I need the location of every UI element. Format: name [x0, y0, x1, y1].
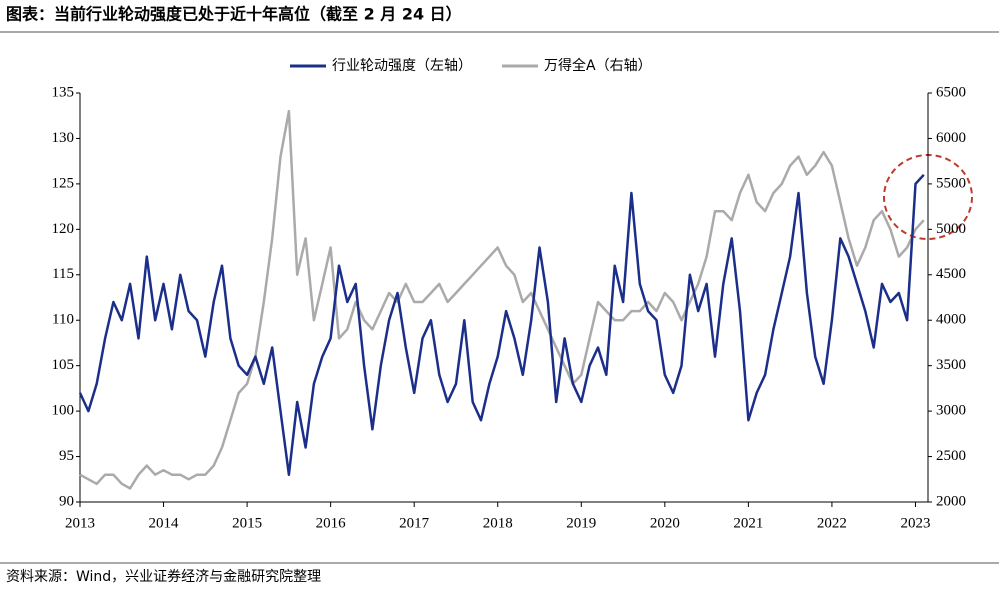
- y-tick-label: 130: [52, 130, 75, 146]
- y2-tick-label: 5500: [936, 175, 966, 191]
- y-tick-label: 135: [52, 84, 75, 100]
- y2-tick-label: 3000: [936, 403, 966, 419]
- y-tick-label: 90: [59, 493, 74, 509]
- series-line: [79, 109, 925, 490]
- y-tick-label: 120: [52, 221, 75, 237]
- y-tick-label: 125: [52, 175, 75, 191]
- y2-tick-label: 6000: [936, 130, 966, 146]
- x-tick-label: 2023: [900, 515, 930, 531]
- y-tick-label: 105: [52, 357, 75, 373]
- legend-label: 万得全A（右轴）: [544, 57, 652, 74]
- y-tick-label: 115: [52, 266, 74, 282]
- x-tick-label: 2015: [232, 515, 262, 531]
- y2-tick-label: 2500: [936, 448, 966, 464]
- y2-tick-label: 5000: [936, 221, 966, 237]
- x-tick-label: 2022: [817, 515, 847, 531]
- y-tick-label: 110: [52, 312, 74, 328]
- x-tick-label: 2014: [149, 515, 180, 531]
- y2-tick-label: 3500: [936, 357, 966, 373]
- y-tick-label: 95: [59, 448, 74, 464]
- y2-tick-label: 2000: [936, 493, 966, 509]
- x-tick-label: 2016: [316, 515, 347, 531]
- source: 资料来源：Wind，兴业证券经济与金融研究院整理: [6, 569, 321, 585]
- x-tick-label: 2019: [566, 515, 596, 531]
- legend-label: 行业轮动强度（左轴）: [332, 58, 472, 74]
- x-tick-label: 2021: [733, 515, 763, 531]
- x-tick-label: 2018: [483, 515, 513, 531]
- y-tick-label: 100: [52, 403, 75, 419]
- x-tick-label: 2017: [399, 515, 430, 531]
- x-tick-label: 2013: [65, 515, 95, 531]
- chart-title: 图表：当前行业轮动强度已处于近十年高位（截至 2 月 24 日）: [6, 5, 462, 24]
- x-tick-label: 2020: [650, 515, 680, 531]
- y2-tick-label: 4000: [936, 312, 966, 328]
- series-line: [78, 173, 925, 476]
- y2-tick-label: 6500: [936, 84, 966, 100]
- y2-tick-label: 4500: [936, 266, 966, 282]
